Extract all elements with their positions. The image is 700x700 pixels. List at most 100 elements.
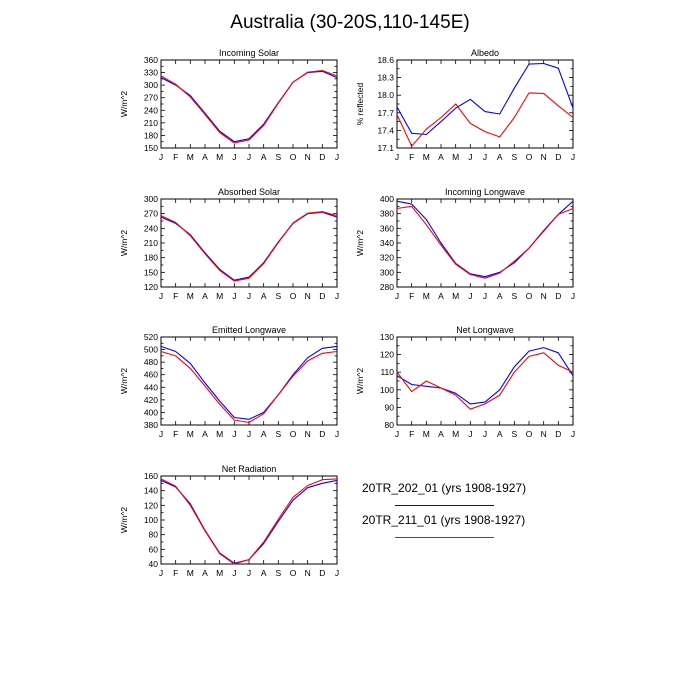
panel-4-xtick-label-7: A xyxy=(261,429,267,439)
panel-6-ytick-label-0: 40 xyxy=(149,559,159,569)
panel-3-ytick-label-4: 320 xyxy=(380,253,394,263)
panel-5-xtick-label-2: M xyxy=(423,429,430,439)
panel-2-xtick-label-11: D xyxy=(319,291,325,301)
panel-4-xtick-label-1: F xyxy=(173,429,178,439)
panel-0-xtick-label-9: O xyxy=(290,152,297,162)
panel-6-xtick-label-3: A xyxy=(202,568,208,578)
panel-0-xtick-label-11: D xyxy=(319,152,325,162)
panel-3-ytick-label-0: 280 xyxy=(380,282,394,292)
panel-4-xtick-label-9: O xyxy=(290,429,297,439)
panel-1-xtick-label-7: A xyxy=(497,152,503,162)
panel-1-xtick-label-11: D xyxy=(555,152,561,162)
panel-5-xtick-label-12: J xyxy=(571,429,575,439)
panel-4-xtick-label-10: N xyxy=(305,429,311,439)
panel-5-series-0-line xyxy=(396,347,574,405)
panel-1-ytick-label-4: 17.7 xyxy=(377,108,394,118)
legend-label-0: 20TR_202_01 (yrs 1908-1927) xyxy=(362,481,527,495)
panel-0-title: Incoming Solar xyxy=(219,48,279,58)
panel-6-ytick-label-6: 100 xyxy=(144,515,158,525)
panel-1-xtick-label-3: A xyxy=(438,152,444,162)
panel-3-xtick-label-9: O xyxy=(526,291,533,301)
panel-5-xtick-label-1: F xyxy=(409,429,414,439)
panel-4-ytick-label-8: 460 xyxy=(144,370,158,380)
panel-3-xtick-label-11: D xyxy=(555,291,561,301)
panel-2-ytick-label-4: 180 xyxy=(144,253,158,263)
panel-6-xtick-label-11: D xyxy=(319,568,325,578)
panel-5-xtick-label-9: O xyxy=(526,429,533,439)
panel-1-series-1-line xyxy=(396,92,574,147)
panel-1-xtick-label-5: J xyxy=(468,152,472,162)
panel-2-xtick-label-10: N xyxy=(305,291,311,301)
panel-0-ytick-label-4: 210 xyxy=(144,118,158,128)
legend-swatch-1 xyxy=(395,537,494,538)
panel-6-ylabel: W/m^2 xyxy=(119,507,129,533)
panel-2-xtick-label-4: M xyxy=(216,291,223,301)
panel-1-ytick-label-2: 17.4 xyxy=(377,125,394,135)
panel-0-ytick-label-8: 270 xyxy=(144,93,158,103)
legend-swatch-0 xyxy=(395,505,494,506)
panel-3-series-0-line xyxy=(396,200,574,278)
panel-3-xtick-label-10: N xyxy=(541,291,547,301)
panel-3-ytick-label-10: 380 xyxy=(380,209,394,219)
panel-6-frame xyxy=(160,475,338,565)
panel-1-xtick-label-1: F xyxy=(409,152,414,162)
panel-1-xtick-label-9: O xyxy=(526,152,533,162)
panel-2-ytick-label-8: 240 xyxy=(144,223,158,233)
panel-3-xtick-label-7: A xyxy=(497,291,503,301)
panel-5-title: Net Longwave xyxy=(456,325,514,335)
panel-4-ytick-label-2: 400 xyxy=(144,407,158,417)
panel-5-xtick-label-8: S xyxy=(511,429,517,439)
panel-0-ytick-label-10: 300 xyxy=(144,80,158,90)
panel-2-title: Absorbed Solar xyxy=(218,187,280,197)
panel-3-xtick-label-12: J xyxy=(571,291,575,301)
panel-4-xtick-label-0: J xyxy=(159,429,163,439)
panel-2-ytick-label-6: 210 xyxy=(144,238,158,248)
panel-5-xtick-label-3: A xyxy=(438,429,444,439)
panel-3-xtick-label-3: A xyxy=(438,291,444,301)
panel-4-xtick-label-2: M xyxy=(187,429,194,439)
panel-5-xtick-label-11: D xyxy=(555,429,561,439)
panel-3-title: Incoming Longwave xyxy=(445,187,525,197)
panel-2-xtick-label-2: M xyxy=(187,291,194,301)
panel-3-ytick-label-12: 400 xyxy=(380,194,394,204)
panel-4-ytick-label-0: 380 xyxy=(144,420,158,430)
panel-4-frame xyxy=(160,336,338,426)
panel-0-ytick-label-6: 240 xyxy=(144,105,158,115)
panel-3-xtick-label-5: J xyxy=(468,291,472,301)
panel-1-xtick-label-8: S xyxy=(511,152,517,162)
panel-5-xtick-label-0: J xyxy=(395,429,399,439)
panel-0-xtick-label-12: J xyxy=(335,152,339,162)
panel-4-xtick-label-12: J xyxy=(335,429,339,439)
panel-5-ytick-label-4: 100 xyxy=(380,385,394,395)
panel-2-frame xyxy=(160,198,338,288)
panel-1-series-0-line xyxy=(396,62,574,136)
panel-6-title: Net Radiation xyxy=(222,464,277,474)
panel-3-xtick-label-1: F xyxy=(409,291,414,301)
panel-6-ytick-label-8: 120 xyxy=(144,500,158,510)
panel-2-xtick-label-8: S xyxy=(275,291,281,301)
panel-6-xtick-label-10: N xyxy=(305,568,311,578)
panel-4-xtick-label-5: J xyxy=(232,429,236,439)
panel-3-ylabel: W/m^2 xyxy=(355,230,365,256)
panel-6-xtick-label-7: A xyxy=(261,568,267,578)
panel-5-ylabel: W/m^2 xyxy=(355,368,365,394)
panel-4-ytick-label-12: 500 xyxy=(144,345,158,355)
panel-0-ytick-label-14: 360 xyxy=(144,55,158,65)
panel-1-xtick-label-12: J xyxy=(571,152,575,162)
figure-title: Australia (30-20S,110-145E) xyxy=(230,12,470,33)
panel-6-xtick-label-4: M xyxy=(216,568,223,578)
panel-1-ytick-label-8: 18.3 xyxy=(377,73,394,83)
panel-2-xtick-label-0: J xyxy=(159,291,163,301)
panel-5-ytick-label-0: 80 xyxy=(385,420,395,430)
panel-1-xtick-label-10: N xyxy=(541,152,547,162)
panel-5-xtick-label-7: A xyxy=(497,429,503,439)
panel-6-xtick-label-12: J xyxy=(335,568,339,578)
panel-2-xtick-label-1: F xyxy=(173,291,178,301)
panel-6-xtick-label-5: J xyxy=(232,568,236,578)
panel-2-xtick-label-7: A xyxy=(261,291,267,301)
panel-2-ytick-label-10: 270 xyxy=(144,209,158,219)
panel-0-series-1-line xyxy=(160,69,338,144)
panel-3-series-1-line xyxy=(396,205,574,279)
panel-2-series-0-line xyxy=(160,211,338,281)
panel-0-xtick-label-8: S xyxy=(275,152,281,162)
